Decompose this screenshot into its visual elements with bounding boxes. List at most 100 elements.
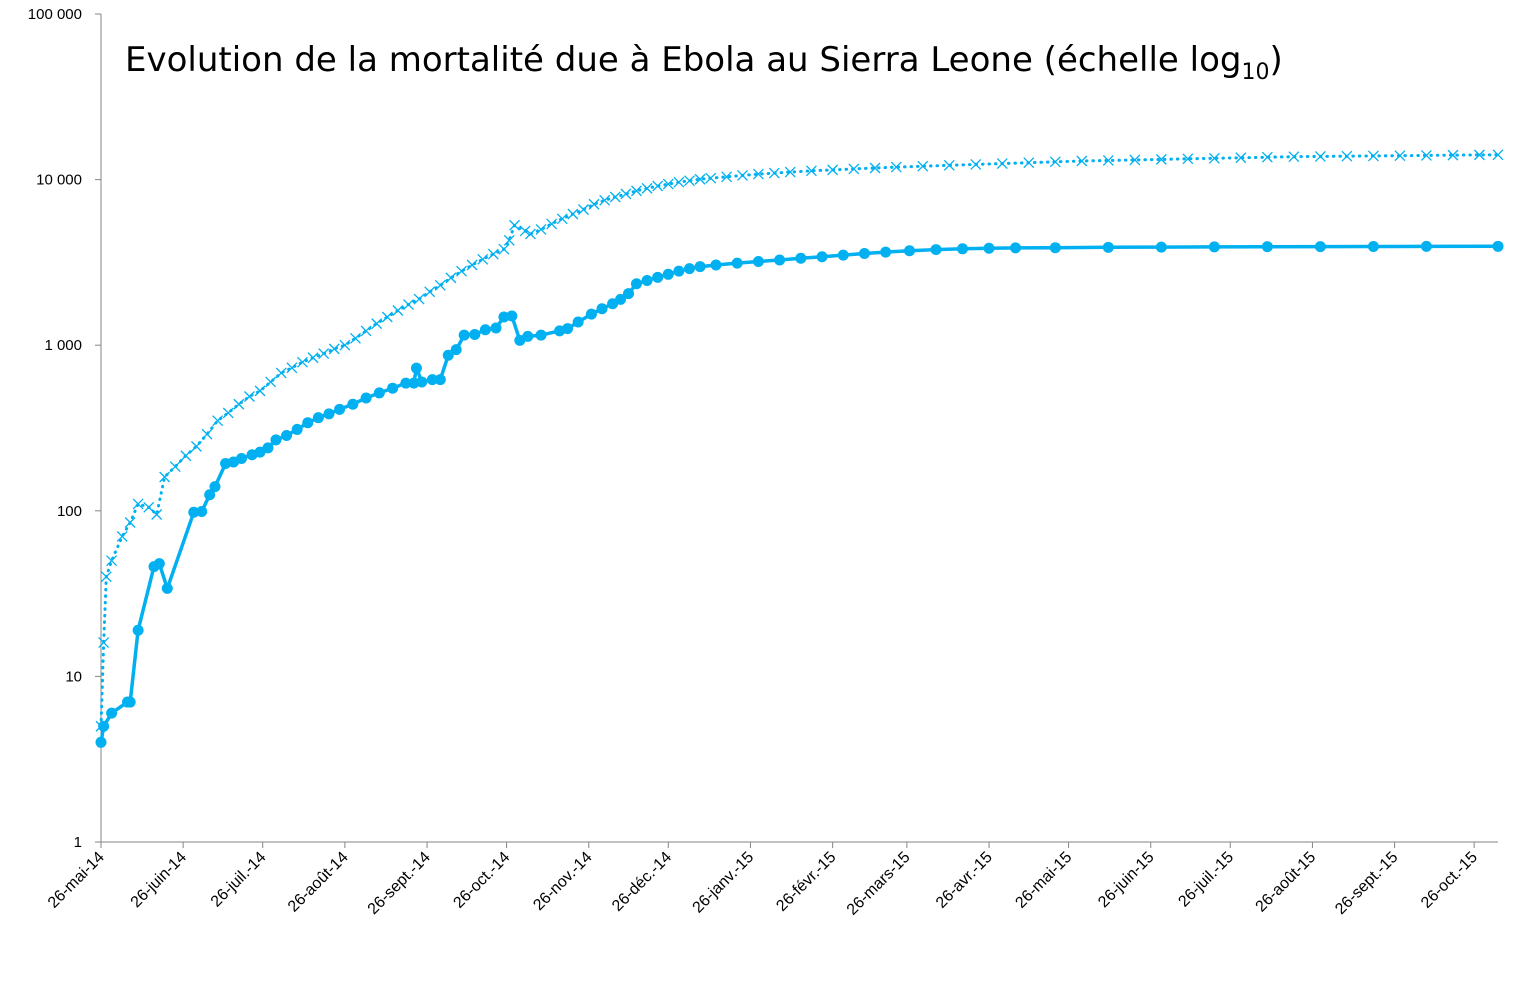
deaths-point	[410, 362, 422, 374]
cases-point	[848, 163, 860, 175]
cases-point	[243, 391, 255, 402]
deaths-point	[1314, 241, 1326, 253]
deaths-point	[774, 254, 786, 266]
x-tick-label: 26-sept.-15	[1332, 849, 1401, 918]
x-tick-label: 26-juin-15	[1095, 849, 1157, 911]
cases-point	[662, 178, 674, 190]
deaths-point	[535, 329, 547, 341]
cases-point	[684, 175, 695, 187]
cases-point	[381, 311, 393, 323]
cases-point	[1182, 153, 1194, 165]
deaths-point	[630, 278, 642, 290]
deaths-point	[262, 442, 274, 454]
x-tick-label: 26-nov.-14	[530, 849, 595, 914]
cases-point	[524, 228, 536, 240]
deaths-point	[188, 506, 200, 518]
cases-point	[132, 498, 144, 510]
x-tick-label: 26-févr.-15	[773, 849, 839, 915]
cases-point	[784, 166, 796, 178]
deaths-point	[596, 303, 608, 315]
cases-point	[498, 243, 510, 255]
y-axis-ticks: 1 10 100 1 000 10 000 100 000	[28, 6, 101, 851]
deaths-point	[694, 261, 706, 273]
deaths-point	[132, 624, 144, 636]
cases-point	[392, 305, 404, 316]
deaths-point	[816, 251, 828, 263]
deaths-point	[124, 696, 136, 708]
cases-point	[652, 180, 664, 192]
cases-point	[307, 352, 319, 364]
deaths-point	[1010, 242, 1022, 254]
cases-point	[159, 471, 171, 483]
deaths-line	[99, 244, 1499, 743]
cases-point	[286, 362, 298, 374]
deaths-point	[450, 344, 462, 356]
deaths-point	[442, 349, 454, 361]
chart-title-close: )	[1269, 40, 1282, 80]
deaths-point	[904, 245, 916, 257]
cases-point	[1129, 154, 1141, 166]
deaths-point	[106, 707, 118, 719]
y-tick-label: 1	[74, 834, 82, 851]
deaths-point	[153, 558, 165, 570]
deaths-point	[458, 329, 470, 341]
deaths-point	[837, 249, 849, 261]
deaths-point	[1049, 242, 1061, 254]
y-tick-label: 1 000	[44, 337, 82, 354]
deaths-point	[710, 259, 722, 271]
cases-point	[567, 208, 579, 220]
cases-point	[609, 191, 621, 203]
deaths-point	[641, 274, 653, 286]
cases-point	[509, 219, 520, 231]
cases-point	[456, 265, 467, 277]
cases-point	[1208, 152, 1220, 164]
deaths-point	[498, 311, 510, 323]
cases-point	[546, 218, 558, 230]
x-tick-label: 26-août-15	[1253, 849, 1320, 916]
cases-point	[1367, 150, 1379, 162]
cases-point	[1261, 151, 1273, 163]
deaths-point	[1208, 241, 1220, 253]
deaths-point	[562, 323, 574, 335]
cases-point	[190, 440, 202, 452]
cases-point	[943, 159, 955, 171]
deaths-point	[623, 288, 635, 300]
cases-point	[212, 415, 224, 427]
y-tick-label: 100 000	[28, 6, 82, 23]
deaths-point	[880, 246, 892, 258]
deaths-point	[334, 403, 346, 415]
cases-point	[98, 637, 110, 649]
cases-point	[1235, 152, 1247, 164]
y-tick-label: 10 000	[36, 172, 82, 189]
cases-point	[694, 173, 706, 185]
x-axis-ticks: 26-mai-14 26-juin-14 26-juil.-14 26-août-14…	[45, 842, 1481, 919]
cases-point	[1023, 157, 1035, 169]
cases-point	[424, 286, 436, 298]
deaths-point	[479, 324, 491, 336]
x-tick-label: 26-juin-14	[128, 849, 190, 911]
deaths-point	[95, 736, 107, 748]
deaths-point	[673, 265, 685, 277]
deaths-point	[312, 412, 324, 424]
x-tick-label: 26-août-14	[285, 849, 352, 916]
y-tick-label: 100	[57, 503, 82, 520]
deaths-point	[434, 374, 446, 386]
deaths-point	[652, 271, 664, 283]
cases-point	[106, 555, 118, 567]
deaths-point	[161, 582, 173, 594]
x-tick-label: 26-déc.-14	[609, 849, 675, 915]
deaths-point	[506, 310, 518, 322]
series-layer	[95, 149, 1504, 748]
deaths-point	[1102, 241, 1114, 253]
cases-point	[721, 171, 733, 183]
cases-point	[222, 407, 234, 419]
cases-point	[487, 248, 499, 260]
deaths-point	[983, 242, 995, 254]
cases-point	[519, 225, 531, 237]
deaths-point	[795, 252, 807, 264]
cases-point	[599, 194, 611, 206]
deaths-point	[490, 322, 502, 334]
x-tick-label: 26-juil.-15	[1175, 849, 1237, 911]
deaths-point	[930, 244, 942, 256]
cases-point	[1155, 153, 1167, 165]
